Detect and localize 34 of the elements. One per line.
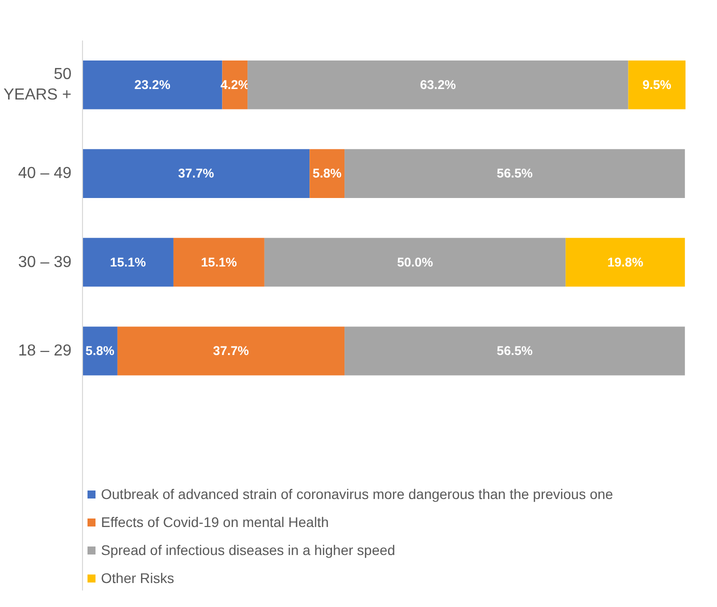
y-tick-label: 40 – 49 <box>18 165 72 182</box>
data-label: 23.2% <box>134 78 170 92</box>
bar <box>82 238 174 287</box>
data-label: 56.5% <box>496 166 533 181</box>
bar <box>566 238 685 287</box>
bar <box>82 149 310 198</box>
bar <box>310 149 345 198</box>
data-label: 50.0% <box>397 255 433 270</box>
y-tick-label: 18 – 29 <box>18 342 72 360</box>
bar <box>264 238 566 287</box>
bar <box>82 326 118 376</box>
y-tick-label: 50 YEARS + <box>3 66 72 104</box>
legend-label: Spread of infectious diseases in a higher speed <box>101 542 396 558</box>
bar <box>117 326 345 376</box>
bar <box>344 326 685 376</box>
data-label: 15.1% <box>201 255 237 270</box>
y-tick-label: 30 – 39 <box>18 254 72 271</box>
data-label: 63.2% <box>420 78 456 92</box>
data-label: 5.8% <box>86 344 114 358</box>
bar <box>248 60 628 110</box>
data-label: 9.5% <box>642 78 672 92</box>
data-label: 37.7% <box>178 166 214 181</box>
legend-label: Effects of Covid-19 on mental Health <box>101 514 329 530</box>
data-label: 56.5% <box>496 344 533 358</box>
legend-label: Other Risks <box>101 570 174 586</box>
data-label: 5.8% <box>312 166 342 181</box>
data-label: 37.7% <box>213 344 249 358</box>
data-label: 19.8% <box>607 255 644 270</box>
bar <box>173 238 264 287</box>
bar <box>344 149 685 198</box>
bar <box>628 60 686 110</box>
bar <box>82 60 222 110</box>
legend-label: Outbreak of advanced strain of coronavirus more dangerous than the previous one <box>101 486 614 502</box>
data-label: 15.1% <box>110 255 146 270</box>
